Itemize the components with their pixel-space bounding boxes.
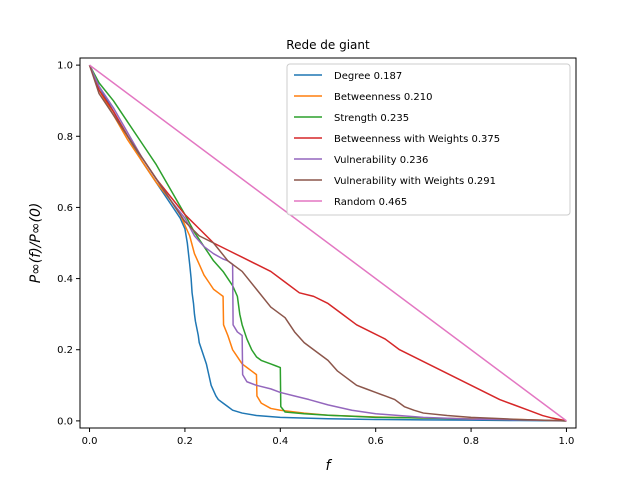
chart-title: Rede de giant (286, 38, 370, 52)
legend-label-2: Strength 0.235 (334, 113, 409, 124)
series-line-0 (88, 64, 567, 422)
y-axis-label: P∞(f)/P∞(0) (28, 203, 44, 284)
legend-label-4: Vulnerability 0.236 (334, 155, 428, 166)
series-line-5 (88, 64, 567, 422)
series-line-3 (88, 64, 567, 422)
legend-label-5: Vulnerability with Weights 0.291 (334, 176, 496, 187)
plot-lines (88, 64, 567, 422)
x-axis: 0.0 0.2 0.4 0.6 0.8 1.0 (82, 428, 575, 447)
legend: Degree 0.187 Betweenness 0.210 Strength 0.… (286, 63, 571, 216)
y-tick-label-2: 0.4 (57, 274, 73, 285)
series-line-6 (89, 64, 567, 422)
series-line-2 (88, 64, 567, 422)
x-tick-label-4: 0.8 (463, 436, 479, 447)
x-tick-label-2: 0.4 (272, 436, 288, 447)
y-tick-label-5: 1.0 (57, 61, 73, 72)
x-tick-label-1: 0.2 (177, 436, 193, 447)
x-tick-label-0: 0.0 (82, 436, 98, 447)
y-tick-label-4: 0.8 (57, 132, 73, 143)
legend-label-6: Random 0.465 (334, 197, 407, 208)
legend-label-1: Betweenness 0.210 (334, 92, 432, 103)
x-tick-label-3: 0.6 (368, 436, 384, 447)
y-axis: 0.0 0.2 0.4 0.6 0.8 1.0 (57, 61, 80, 427)
x-axis-label: f (326, 458, 333, 474)
legend-box (286, 63, 571, 216)
legend-label-0: Degree 0.187 (334, 71, 402, 82)
y-tick-label-3: 0.6 (57, 203, 73, 214)
y-tick-label-0: 0.0 (57, 416, 73, 427)
x-tick-label-5: 1.0 (559, 436, 575, 447)
legend-label-3: Betweenness with Weights 0.375 (334, 134, 500, 145)
plot-frame (79, 57, 577, 429)
y-tick-label-1: 0.2 (57, 345, 73, 356)
